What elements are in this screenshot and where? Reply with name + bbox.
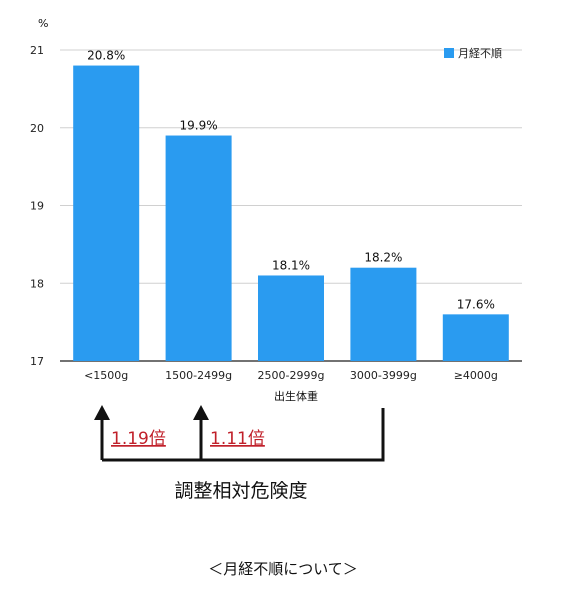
ratio-label-2: 1.11倍 (210, 429, 265, 449)
x-axis-ticks: <1500g 1500-2499g 2500-2999g 3000-3999g ≥400… (84, 369, 498, 382)
y-tick-label: 21 (30, 44, 44, 57)
x-tick-label: 2500-2999g (258, 369, 325, 382)
x-tick-label: 3000-3999g (350, 369, 417, 382)
data-label: 18.1% (272, 258, 310, 272)
bars (73, 65, 509, 362)
arrow-head-left (94, 405, 110, 420)
ratio-label-1: 1.19倍 (111, 429, 166, 449)
y-axis-ticks: 17 18 19 20 21 (30, 44, 44, 368)
legend-label: 月経不順 (458, 47, 502, 60)
x-tick-label: <1500g (84, 369, 128, 382)
y-tick-label: 18 (30, 277, 44, 290)
data-label: 20.8% (87, 49, 125, 63)
legend: 月経不順 (444, 47, 502, 60)
bar (165, 135, 232, 361)
y-tick-label: 17 (30, 355, 44, 368)
bracket-caption: 調整相対危険度 (174, 480, 307, 502)
x-tick-label: 1500-2499g (165, 369, 232, 382)
y-tick-label: 19 (30, 200, 44, 213)
bar (350, 267, 417, 361)
footer-title: ＜月経不順について＞ (208, 560, 358, 578)
arrow-head-middle (193, 405, 209, 420)
comparison-bracket (94, 405, 385, 462)
x-axis-label: 出生体重 (274, 389, 318, 403)
data-label: 19.9% (180, 119, 218, 133)
bar (73, 65, 140, 362)
y-axis-label: % (38, 17, 48, 30)
bracket-line (102, 408, 385, 462)
bar (258, 275, 324, 361)
bar (442, 314, 509, 361)
data-label: 17.6% (457, 297, 495, 311)
x-tick-label: ≥4000g (454, 369, 498, 382)
y-tick-label: 20 (30, 122, 44, 135)
data-labels: 20.8% 19.9% 18.1% 18.2% 17.6% (87, 49, 495, 312)
legend-swatch (444, 48, 454, 58)
data-label: 18.2% (364, 251, 402, 265)
